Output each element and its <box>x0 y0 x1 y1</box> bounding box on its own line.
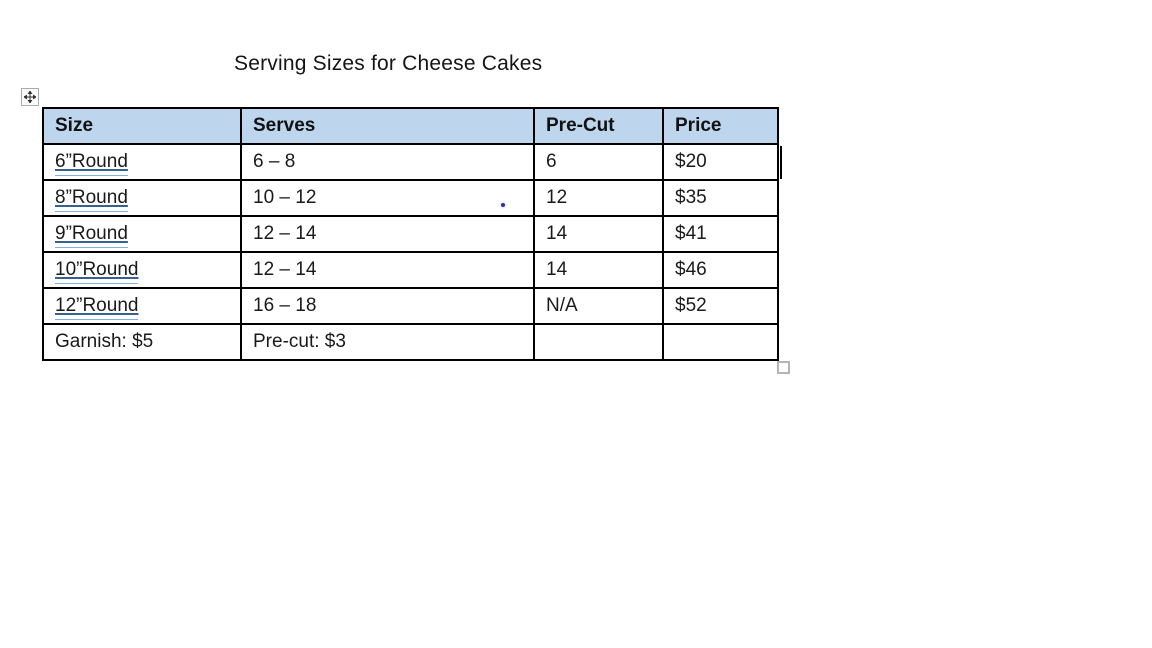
size-cell[interactable]: 10”Round <box>42 251 242 289</box>
serving-sizes-table: Size Serves Pre-Cut Price 6”Round 6 – 8 6 $… <box>42 107 779 361</box>
size-cell[interactable]: 8”Round <box>42 179 242 217</box>
price-cell[interactable] <box>662 323 779 361</box>
size-cell[interactable]: 12”Round <box>42 287 242 325</box>
table-row: 12”Round 16 – 18 N/A $52 <box>42 287 779 325</box>
size-cell[interactable]: 9”Round <box>42 215 242 253</box>
header-precut-label: Pre-Cut <box>546 115 615 136</box>
price-cell-text: $35 <box>675 187 707 208</box>
serves-cell[interactable]: 16 – 18 <box>240 287 535 325</box>
header-cell-size[interactable]: Size <box>42 107 242 145</box>
header-size-label: Size <box>55 115 94 136</box>
size-cell-text: 6”Round <box>55 150 128 176</box>
size-cell-text: 9”Round <box>55 222 128 248</box>
table-row: 10”Round 12 – 14 14 $46 <box>42 251 779 289</box>
serves-cell[interactable]: Pre-cut: $3 <box>240 323 535 361</box>
price-cell[interactable]: $52 <box>662 287 779 325</box>
header-price-label: Price <box>675 115 722 136</box>
precut-cell-text: 12 <box>546 187 568 208</box>
size-cell[interactable]: Garnish: $5 <box>42 323 242 361</box>
precut-cell[interactable]: 14 <box>533 215 664 253</box>
price-cell[interactable]: $41 <box>662 215 779 253</box>
precut-cell[interactable]: 6 <box>533 143 664 181</box>
size-cell[interactable]: 6”Round <box>42 143 242 181</box>
page-title[interactable]: Serving Sizes for Cheese Cakes <box>234 52 543 75</box>
precut-cell[interactable]: 12 <box>533 179 664 217</box>
move-cross-icon <box>24 91 36 103</box>
price-cell-text: $20 <box>675 151 707 172</box>
price-cell-text: $41 <box>675 223 707 244</box>
price-cell-text: $46 <box>675 259 707 280</box>
header-cell-serves[interactable]: Serves <box>240 107 535 145</box>
header-cell-price[interactable]: Price <box>662 107 779 145</box>
serves-cell-text: 16 – 18 <box>253 295 317 316</box>
serves-cell-text: 10 – 12 <box>253 187 317 208</box>
serves-cell[interactable]: 6 – 8 <box>240 143 535 181</box>
table-row: Garnish: $5 Pre-cut: $3 <box>42 323 779 361</box>
serves-cell-text: 12 – 14 <box>253 259 317 280</box>
header-cell-precut[interactable]: Pre-Cut <box>533 107 664 145</box>
precut-cell[interactable]: N/A <box>533 287 664 325</box>
serves-cell[interactable]: 12 – 14 <box>240 251 535 289</box>
price-cell[interactable]: $20 <box>662 143 779 181</box>
precut-cell[interactable] <box>533 323 664 361</box>
precut-cell-text: 14 <box>546 259 568 280</box>
serves-cell-text: Pre-cut: $3 <box>253 331 346 352</box>
table-body: 6”Round 6 – 8 6 $20 8”Round 10 – 12 12 $35 9”Rou… <box>42 143 779 361</box>
table-resize-handle[interactable] <box>777 361 790 374</box>
size-cell-text: 8”Round <box>55 186 128 212</box>
serves-cell-text: 6 – 8 <box>253 151 296 172</box>
size-cell-text: Garnish: $5 <box>55 331 154 352</box>
stray-dot-artifact <box>501 203 505 207</box>
precut-cell-text: N/A <box>546 295 578 316</box>
text-cursor <box>780 146 782 179</box>
table-move-handle[interactable] <box>21 88 39 106</box>
price-cell[interactable]: $46 <box>662 251 779 289</box>
serves-cell[interactable]: 10 – 12 <box>240 179 535 217</box>
size-cell-text: 10”Round <box>55 258 139 284</box>
header-serves-label: Serves <box>253 115 316 136</box>
table-row: 8”Round 10 – 12 12 $35 <box>42 179 779 217</box>
table-row: 9”Round 12 – 14 14 $41 <box>42 215 779 253</box>
price-cell[interactable]: $35 <box>662 179 779 217</box>
price-cell-text: $52 <box>675 295 707 316</box>
serves-cell[interactable]: 12 – 14 <box>240 215 535 253</box>
precut-cell[interactable]: 14 <box>533 251 664 289</box>
table-row: 6”Round 6 – 8 6 $20 <box>42 143 779 181</box>
header-row: Size Serves Pre-Cut Price <box>42 107 779 145</box>
precut-cell-text: 14 <box>546 223 568 244</box>
precut-cell-text: 6 <box>546 151 557 172</box>
size-cell-text: 12”Round <box>55 294 139 320</box>
serves-cell-text: 12 – 14 <box>253 223 317 244</box>
